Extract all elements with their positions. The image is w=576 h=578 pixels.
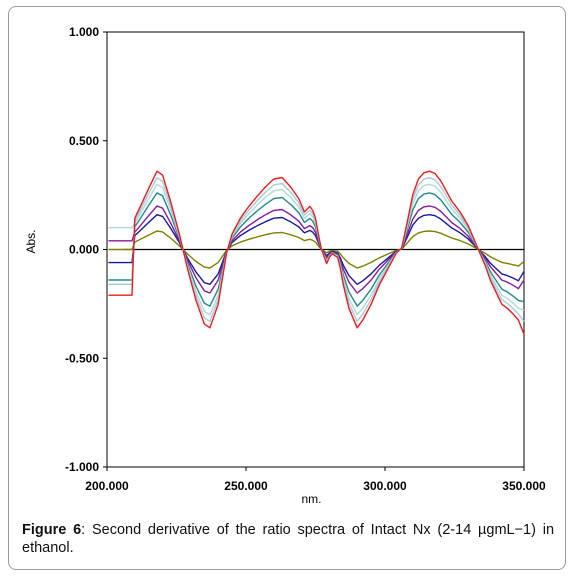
y-tick-label: 0.000 bbox=[69, 243, 99, 257]
figure-frame bbox=[8, 6, 566, 570]
x-axis-title: nm. bbox=[301, 492, 321, 506]
x-tick-label: 300.000 bbox=[363, 479, 407, 493]
caption-text: : Second derivative of the ratio spectra… bbox=[22, 522, 555, 556]
caption-label: Figure 6 bbox=[22, 522, 82, 538]
series-line-7 bbox=[108, 170, 525, 335]
y-axis-title: Abs. bbox=[24, 229, 38, 253]
line-chart: 1.000 0.500 0.000 -0.500 -1.000 200.000 250.00… bbox=[24, 25, 546, 506]
y-tick-label: -0.500 bbox=[65, 351, 99, 365]
y-tick-label: 0.500 bbox=[69, 134, 99, 148]
x-tick-label: 200.000 bbox=[85, 479, 129, 493]
x-tick-label: 250.000 bbox=[224, 479, 268, 493]
y-tick-label: 1.000 bbox=[69, 25, 99, 39]
y-tick-label: -1.000 bbox=[65, 460, 99, 474]
figure-caption: Figure 6: Second derivative of the ratio… bbox=[22, 521, 554, 557]
x-tick-label: 350.000 bbox=[502, 479, 546, 493]
